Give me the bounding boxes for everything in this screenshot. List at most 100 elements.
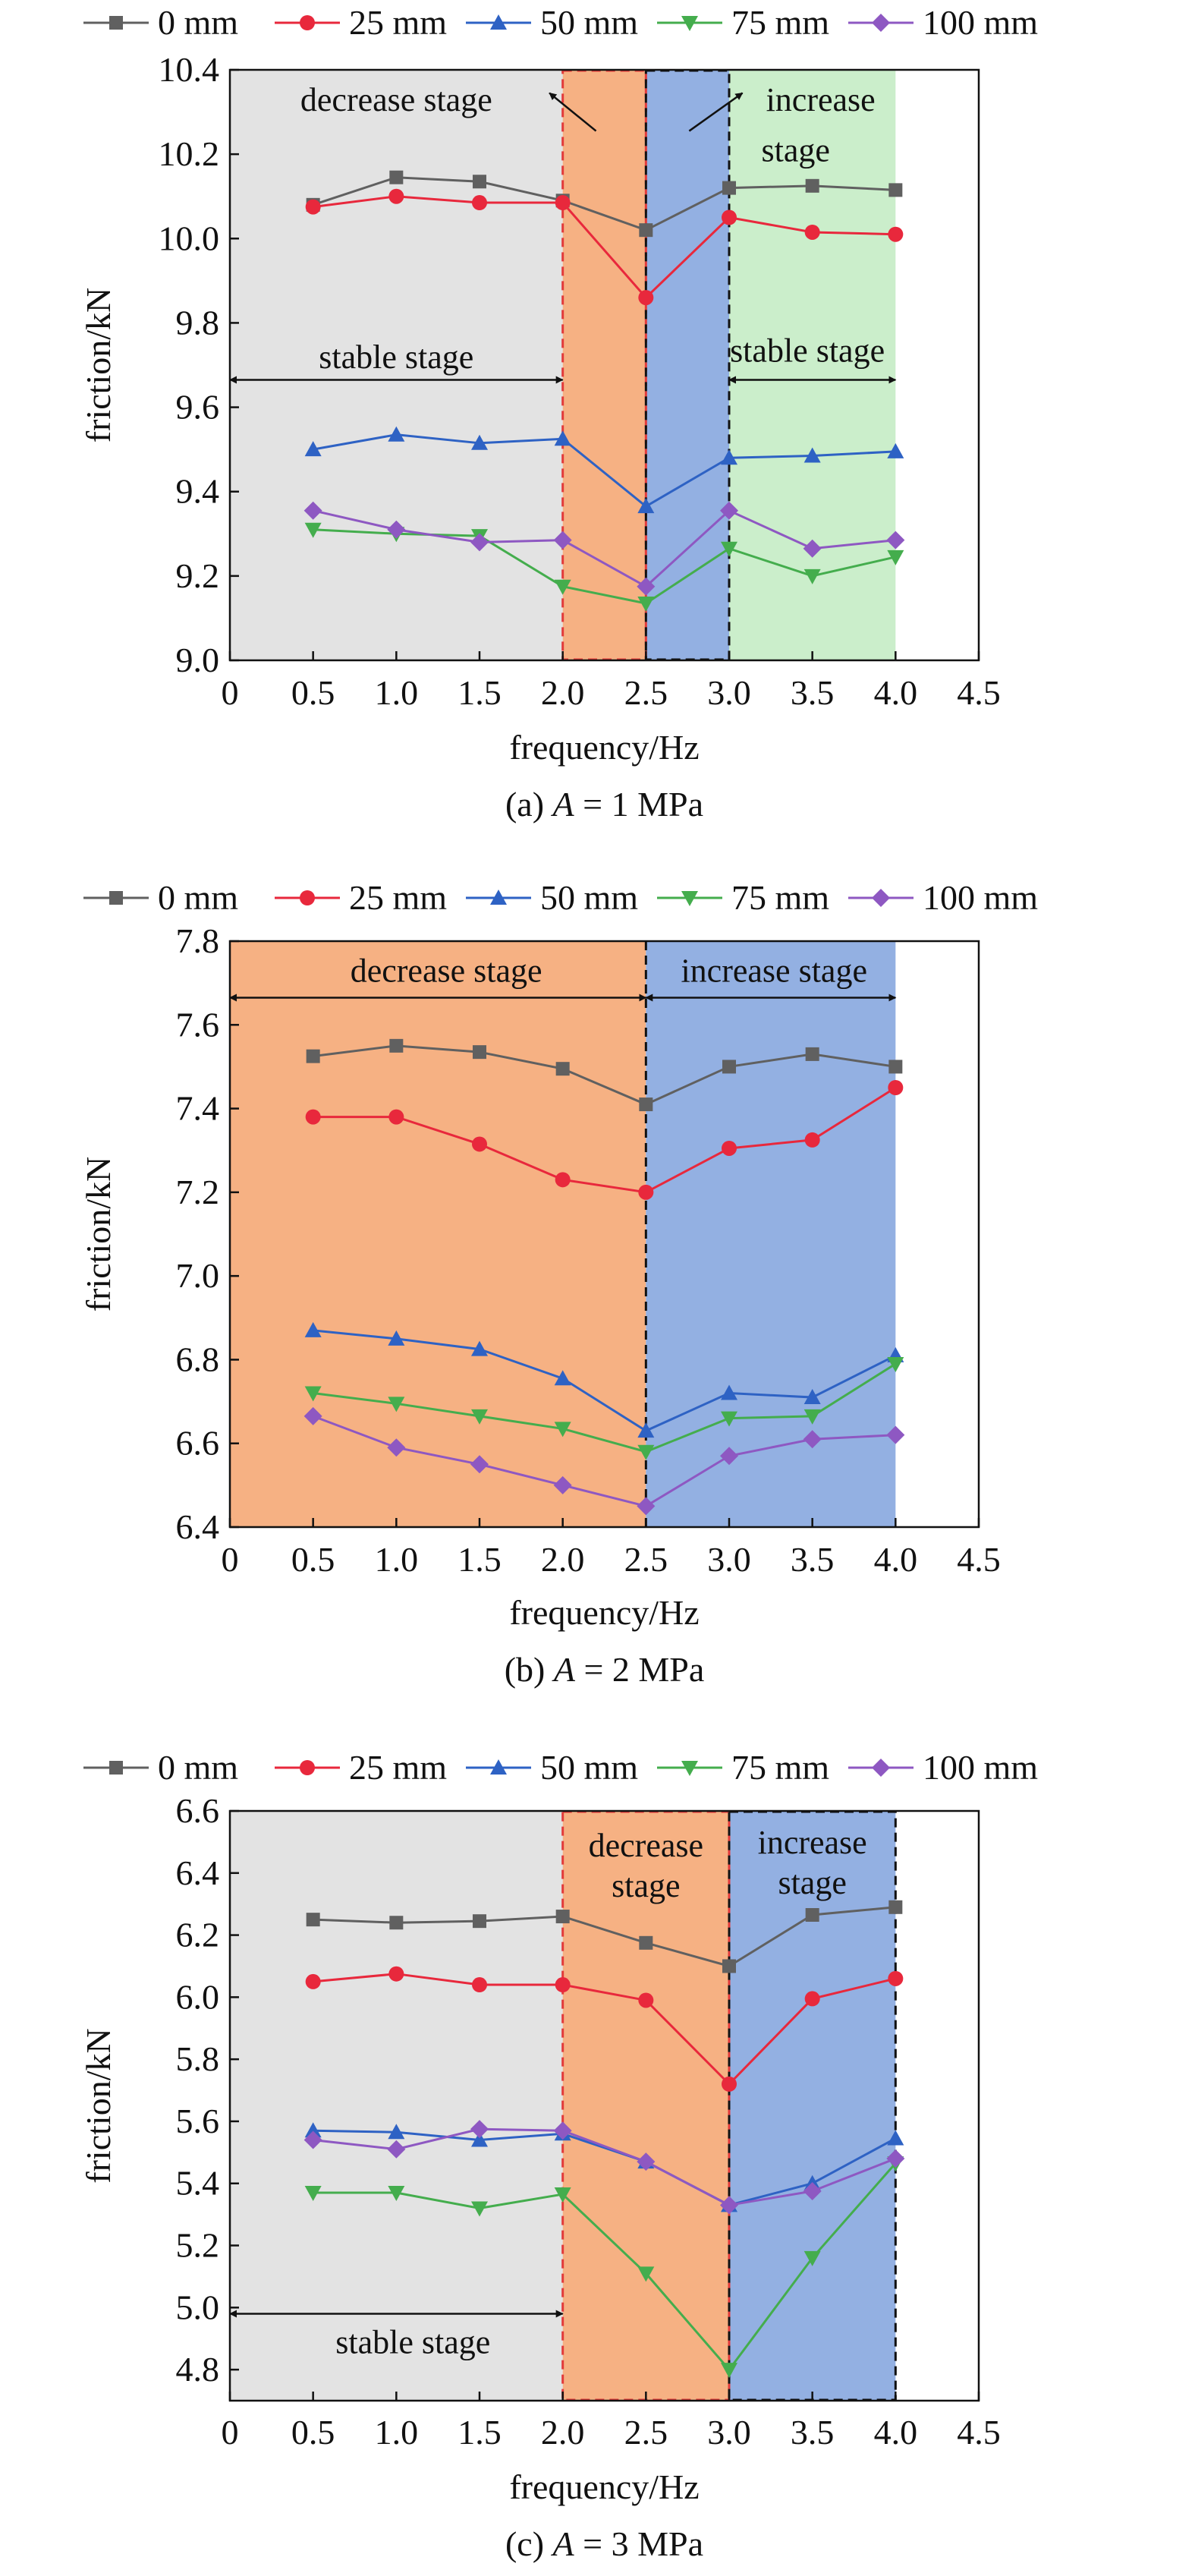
legend-label: 0 mm [158,3,238,42]
stage-regions [230,1810,897,2401]
legend-item: 75 mm [657,1748,829,1787]
data-point [803,568,821,584]
legend-item: 25 mm [275,3,447,42]
data-point [555,1910,570,1924]
data-point [804,1991,820,2007]
stage-annotation: increase [758,1824,867,1861]
data-point [805,1047,819,1061]
y-tick-label: 6.0 [176,1977,220,2016]
legend-label: 0 mm [158,878,238,917]
stage-annotation: decrease stage [300,81,492,118]
data-point [388,188,404,204]
series-line [313,2129,897,2206]
x-tick-label: 4.5 [957,1540,1001,1579]
y-axis: 9.0 9.2 9.4 9.6 9.8 10.0 10.2 10.4 friction/kN [79,50,239,679]
legend-item: 100 mm [848,1748,1038,1787]
data-point [553,2121,572,2140]
x-tick-label: 3.5 [791,1540,835,1579]
y-tick-label: 10.2 [159,134,220,173]
data-point [721,1411,737,1427]
x-tick-label: 4.0 [874,1540,918,1579]
data-point [554,430,571,446]
data-point [303,2130,322,2149]
y-tick-label: 6.4 [176,1853,220,1892]
legend-label: 25 mm [349,3,447,42]
y-tick-label: 5.0 [176,2288,220,2326]
data-point [304,1386,322,1402]
data-point [721,541,737,557]
legend-label: 25 mm [349,1748,447,1787]
data-point [638,1992,654,2008]
data-point [470,1455,489,1474]
legend-marker [300,15,315,30]
y-tick-label: 6.6 [176,1424,220,1463]
data-point [637,1444,655,1460]
y-tick-label: 6.6 [176,1791,220,1830]
x-tick-label: 3.0 [707,673,751,712]
plot-frame [228,1809,980,2402]
stage-annotation: increase [766,81,876,118]
legend-label: 0 mm [158,1748,238,1787]
legend-item: 100 mm [848,878,1038,917]
data-point [471,2201,488,2217]
data-point [721,1384,737,1400]
data-point [305,1109,321,1125]
x-tick-label: 4.5 [957,673,1001,712]
series-line [313,1906,896,1968]
stage-annotation: stable stage [730,332,885,370]
data-point [471,1340,488,1356]
legend-marker [490,14,507,30]
series-100-mm [303,2120,905,2215]
legend-label: 50 mm [540,3,638,42]
plot-frame [228,68,980,662]
series-line [313,433,896,508]
y-axis: 4.8 5.0 5.2 5.4 5.6 5.8 6.0 6.2 6.4 6.6 friction/k… [79,1791,239,2389]
series-line [313,1329,897,1432]
x-tick-label: 3.0 [707,2413,751,2452]
data-point [888,1080,904,1095]
data-point [473,1914,486,1929]
data-point [473,175,486,189]
legend-marker [681,1761,698,1776]
data-point [303,1406,322,1425]
stage-annotation: stage [612,1867,680,1904]
stage-annotation: decrease stage [351,953,542,990]
data-point [305,1973,321,1989]
x-axis-label: frequency/Hz [509,1593,699,1632]
x-axis: 0 0.5 1.0 1.5 2.0 2.5 3.0 3.5 4.0 4.5 frequency/Hz [222,651,1001,767]
data-point [638,1184,654,1200]
data-point [887,550,904,565]
data-point [720,2196,738,2215]
data-point [387,520,406,539]
data-point [388,2124,405,2140]
y-tick-label: 5.6 [176,2102,220,2140]
legend-item: 75 mm [657,878,829,917]
series-line [313,1362,897,1453]
data-point [888,226,904,242]
x-tick-label: 0 [222,2413,239,2452]
x-tick-label: 1.0 [375,1540,419,1579]
chart-panel-3: 0 mm 25 mm 50 mm 75 mm 100 mm 0 0.5 1.0 1.5 2.0 2.… [79,1748,1038,2563]
data-point [886,2149,905,2168]
x-tick-label: 0.5 [291,2413,335,2452]
data-point [888,1060,903,1074]
legend-item: 0 mm [83,878,238,917]
data-point [637,596,655,612]
data-point [470,2120,489,2139]
stage-region-decrease [562,1811,729,2401]
x-axis-label: frequency/Hz [509,2467,699,2506]
x-tick-label: 4.0 [874,673,918,712]
stage-region-increase_stable [729,70,896,660]
legend-label: 75 mm [731,3,829,42]
x-tick-label: 4.0 [874,2413,918,2452]
y-tick-label: 9.6 [176,388,220,427]
legend-item: 50 mm [466,878,638,917]
caption-variable: A [551,2524,575,2563]
x-tick-label: 2.0 [541,673,585,712]
data-point [805,178,819,193]
legend-label: 100 mm [923,3,1038,42]
x-tick-label: 1.0 [375,673,419,712]
series-0-mm [306,1038,903,1112]
data-point [387,2140,406,2159]
data-point [886,531,905,550]
